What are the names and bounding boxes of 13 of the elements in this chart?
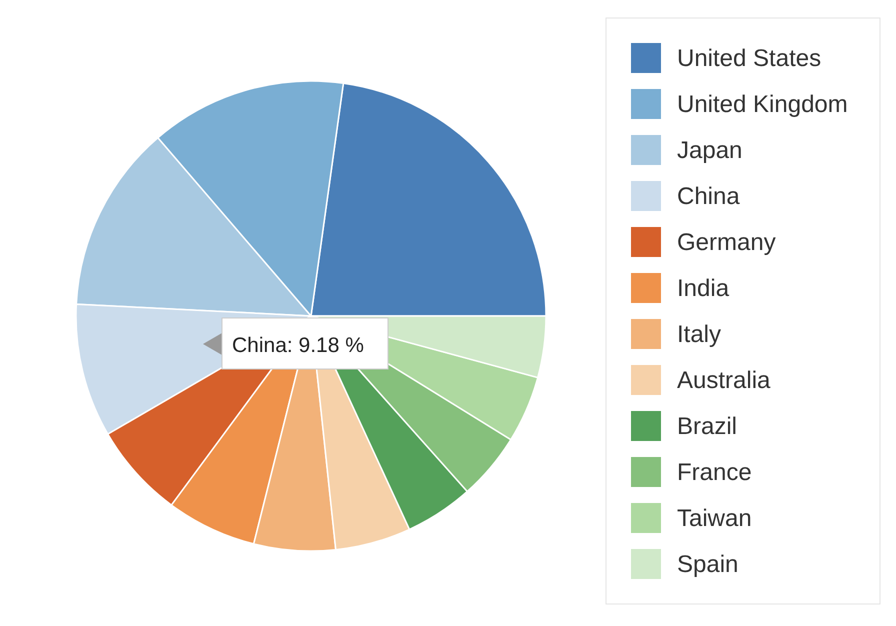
legend-label: China bbox=[677, 183, 740, 210]
legend-label: Japan bbox=[677, 137, 742, 164]
legend-label: Germany bbox=[677, 229, 776, 256]
legend-label: France bbox=[677, 459, 752, 486]
legend-label: Brazil bbox=[677, 413, 738, 440]
text: China: 9.18 % bbox=[232, 334, 364, 357]
legend-label: Italy bbox=[677, 321, 722, 348]
legend-label: United States bbox=[677, 45, 822, 72]
legend-label: Taiwan bbox=[677, 505, 752, 532]
legend-label: United Kingdom bbox=[677, 91, 848, 118]
legend-label: India bbox=[677, 275, 730, 302]
legend-label: Australia bbox=[677, 367, 772, 394]
legend-label: Spain bbox=[677, 551, 738, 578]
